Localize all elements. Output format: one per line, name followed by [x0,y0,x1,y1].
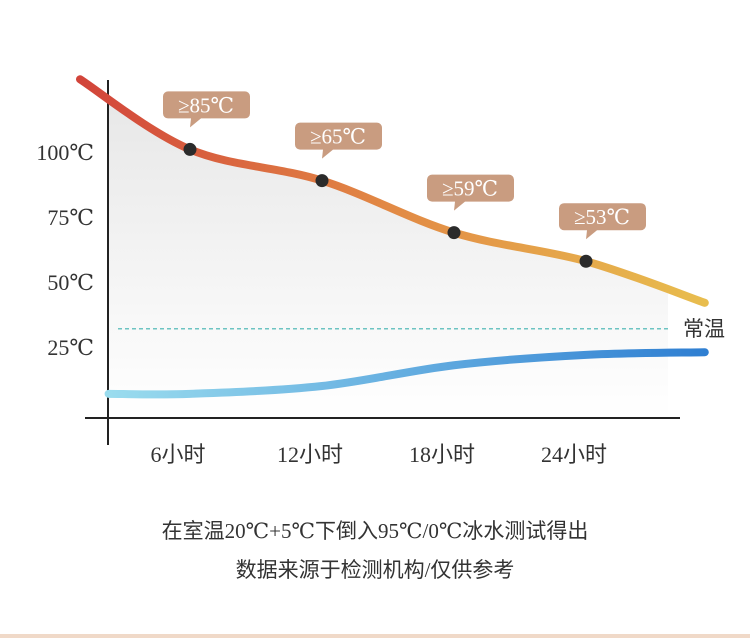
y-tick-label: 25℃ [47,335,94,360]
caption-line: 在室温20℃+5℃下倒入95℃/0℃冰水测试得出 [162,519,589,543]
y-tick-label: 100℃ [36,140,94,165]
data-point [447,226,461,240]
annotation-label: ≥85℃ [178,93,234,117]
annotation-label: ≥53℃ [574,205,630,229]
data-point [579,254,593,268]
y-tick-label: 50℃ [47,270,94,295]
reference-label: 常温 [683,317,725,341]
annotation-box [559,203,646,240]
annotation-label: ≥65℃ [310,125,366,149]
data-point [315,174,329,188]
x-tick-label: 24小时 [541,442,607,467]
data-point [183,142,197,156]
x-tick-label: 18小时 [409,442,475,467]
annotation-box [295,122,382,159]
x-tick-label: 6小时 [150,442,205,467]
caption-line: 数据来源于检测机构/仅供参考 [236,558,515,582]
annotation-label: ≥59℃ [442,177,498,201]
annotation-box [427,174,514,211]
y-tick-label: 75℃ [47,205,94,230]
area-fill [108,99,668,418]
series-line [76,75,709,307]
series-line [104,348,709,399]
x-tick-label: 12小时 [277,442,343,467]
annotation-box [163,91,250,128]
bottom-border [0,634,750,638]
